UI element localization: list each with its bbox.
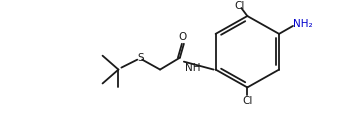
- Text: O: O: [179, 32, 187, 42]
- Text: NH₂: NH₂: [293, 19, 313, 29]
- Text: Cl: Cl: [234, 1, 245, 11]
- Text: NH: NH: [185, 63, 201, 73]
- Text: Cl: Cl: [242, 96, 252, 106]
- Text: S: S: [137, 53, 144, 63]
